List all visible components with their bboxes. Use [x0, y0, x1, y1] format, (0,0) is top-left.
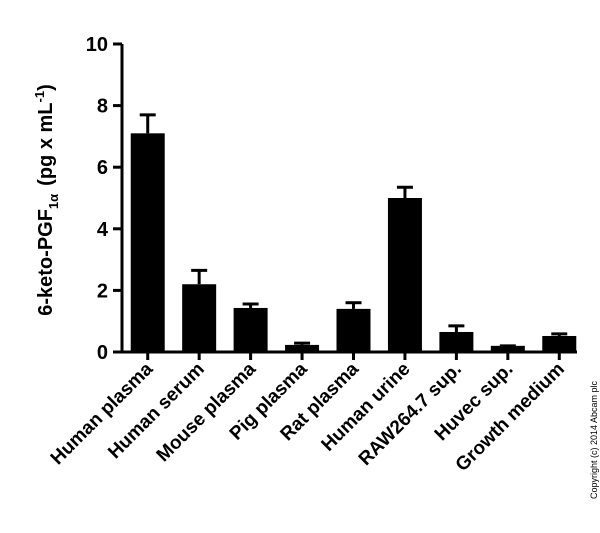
bar — [182, 284, 217, 352]
y-tick-label: 4 — [97, 219, 109, 241]
bar — [439, 331, 474, 352]
y-label-main: 6-keto-PGF — [35, 209, 57, 316]
bar — [542, 335, 577, 352]
bar — [233, 307, 268, 352]
bar — [130, 133, 165, 352]
bar — [387, 198, 422, 352]
y-label-superscript: -1 — [32, 91, 47, 103]
y-tick-label: 10 — [86, 34, 108, 56]
y-tick-label: 8 — [97, 96, 108, 118]
y-tick-label: 0 — [97, 342, 108, 364]
bar — [336, 308, 371, 352]
y-label-close: ) — [35, 84, 57, 91]
x-tick-label: Human urine — [318, 359, 415, 456]
y-label-unit: (pg x mL — [35, 102, 57, 185]
copyright: Copyright (c) 2014 Abcam plc — [589, 380, 599, 499]
y-label-subscript: 1α — [46, 194, 61, 209]
bar — [285, 344, 320, 352]
y-tick-label: 2 — [97, 280, 108, 302]
bar — [490, 345, 525, 352]
y-axis-label: 6-keto-PGF1α (pg x mL-1) — [32, 84, 61, 316]
y-tick-label: 6 — [97, 157, 108, 179]
